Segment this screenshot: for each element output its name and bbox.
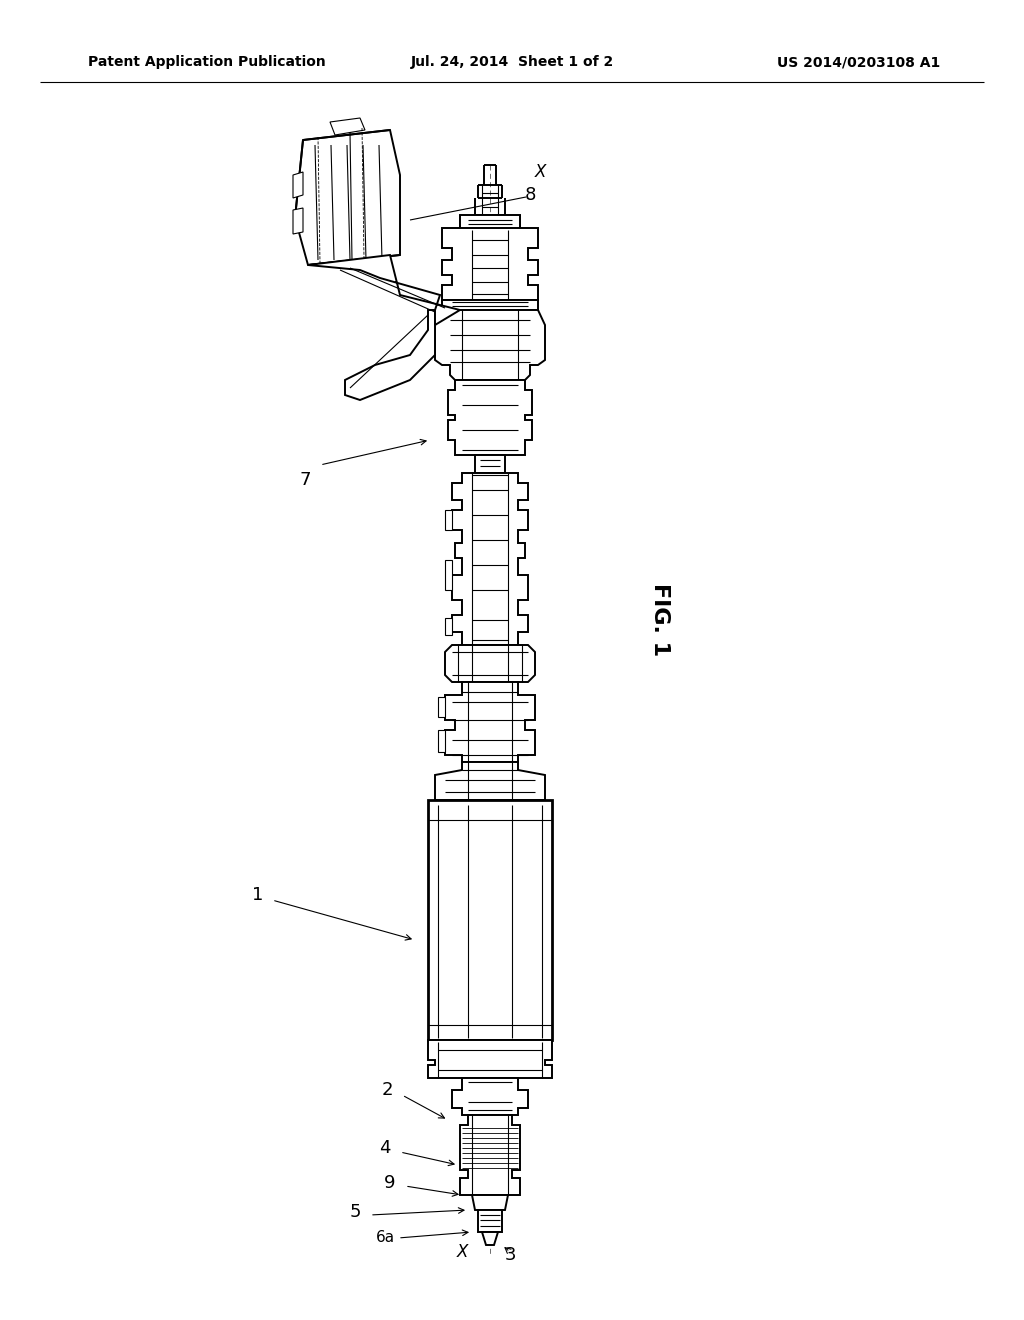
Polygon shape bbox=[442, 228, 538, 300]
Text: Patent Application Publication: Patent Application Publication bbox=[88, 55, 326, 69]
Polygon shape bbox=[330, 117, 365, 135]
Text: 2: 2 bbox=[381, 1081, 393, 1100]
Polygon shape bbox=[482, 1232, 498, 1245]
Polygon shape bbox=[452, 473, 528, 645]
Text: 5: 5 bbox=[349, 1203, 360, 1221]
Polygon shape bbox=[345, 310, 435, 400]
Polygon shape bbox=[293, 209, 303, 234]
Bar bbox=[478, 1210, 502, 1232]
Text: 3: 3 bbox=[504, 1246, 516, 1265]
Text: 9: 9 bbox=[384, 1173, 395, 1192]
Text: X: X bbox=[457, 1243, 468, 1261]
Polygon shape bbox=[438, 697, 445, 717]
Bar bbox=[460, 215, 520, 230]
Text: 8: 8 bbox=[524, 186, 536, 205]
Polygon shape bbox=[445, 682, 535, 762]
Text: 1: 1 bbox=[252, 886, 264, 904]
Polygon shape bbox=[452, 1078, 528, 1115]
Polygon shape bbox=[460, 1115, 520, 1195]
Text: Jul. 24, 2014  Sheet 1 of 2: Jul. 24, 2014 Sheet 1 of 2 bbox=[411, 55, 613, 69]
Polygon shape bbox=[293, 172, 303, 198]
Text: US 2014/0203108 A1: US 2014/0203108 A1 bbox=[777, 55, 940, 69]
Polygon shape bbox=[295, 129, 400, 265]
Text: 4: 4 bbox=[379, 1139, 391, 1158]
Bar bbox=[442, 300, 538, 310]
Text: 7: 7 bbox=[299, 471, 310, 488]
Polygon shape bbox=[435, 762, 545, 800]
Polygon shape bbox=[445, 645, 535, 682]
Text: FIG. 1: FIG. 1 bbox=[650, 583, 670, 656]
Polygon shape bbox=[445, 560, 452, 590]
Text: 6a: 6a bbox=[376, 1230, 394, 1246]
Bar bbox=[428, 800, 552, 1040]
Polygon shape bbox=[428, 1040, 552, 1078]
Polygon shape bbox=[445, 510, 452, 531]
Bar bbox=[475, 455, 505, 473]
Polygon shape bbox=[445, 618, 452, 635]
Polygon shape bbox=[435, 310, 545, 380]
Polygon shape bbox=[472, 1195, 508, 1210]
Polygon shape bbox=[308, 255, 460, 325]
Polygon shape bbox=[449, 380, 532, 455]
Polygon shape bbox=[438, 730, 445, 752]
Text: X: X bbox=[535, 162, 546, 181]
